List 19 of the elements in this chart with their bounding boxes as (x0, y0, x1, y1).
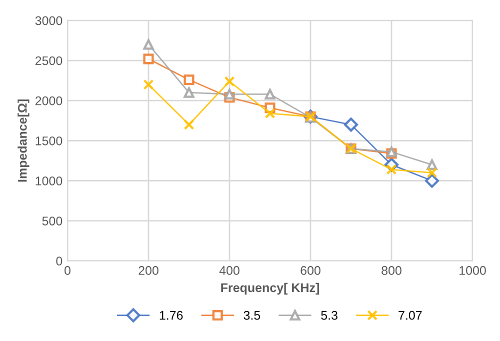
y-tick-label: 2500 (35, 56, 62, 66)
x-tick-label: 0 (64, 266, 70, 275)
legend-label: 5.3 (321, 310, 338, 320)
y-tick-label: 1500 (36, 136, 62, 146)
x-axis-title: Frequency[ KHz] (221, 282, 319, 295)
x-tick-label: 800 (382, 266, 402, 275)
y-tick-label: 1000 (36, 176, 62, 186)
y-tick-label: 2000 (35, 96, 62, 106)
y-axis-title: Impedance[Ω] (18, 100, 30, 182)
legend-label: 7.07 (398, 310, 422, 320)
x-tick-label: 600 (300, 266, 320, 275)
x-tick-label: 200 (138, 266, 158, 275)
legend-label: 3.5 (244, 310, 260, 320)
y-tick-label: 3000 (35, 16, 62, 26)
x-tick-label: 400 (219, 266, 240, 275)
y-tick-label: 0 (56, 256, 62, 266)
legend-label: 1.76 (160, 310, 183, 320)
y-tick-label: 500 (42, 216, 62, 226)
x-tick-label: 1000 (460, 266, 486, 275)
